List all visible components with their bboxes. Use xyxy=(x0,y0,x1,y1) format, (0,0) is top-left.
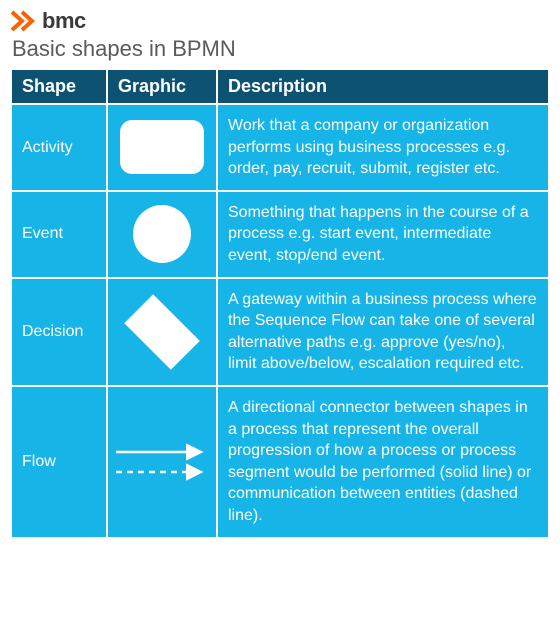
page-title: Basic shapes in BPMN xyxy=(12,36,550,62)
table-header-row: Shape Graphic Description xyxy=(11,69,549,104)
bpmn-shapes-table: Shape Graphic Description Activity Work … xyxy=(10,68,550,539)
shape-description: A gateway within a business process wher… xyxy=(217,278,549,386)
shape-name: Decision xyxy=(11,278,107,386)
col-header-description: Description xyxy=(217,69,549,104)
shape-graphic-flow xyxy=(107,386,217,538)
brand-logo: bmc xyxy=(10,8,550,34)
table-row: Flow A directional connector between sha… xyxy=(11,386,549,538)
shape-graphic-decision xyxy=(107,278,217,386)
diamond-icon xyxy=(124,294,200,370)
table-row: Event Something that happens in the cour… xyxy=(11,191,549,278)
shape-name: Activity xyxy=(11,104,107,191)
shape-graphic-event xyxy=(107,191,217,278)
shape-description: A directional connector between shapes i… xyxy=(217,386,549,538)
circle-icon xyxy=(133,205,191,263)
shape-name: Event xyxy=(11,191,107,278)
arrow-icon xyxy=(114,440,210,484)
bmc-chevron-icon xyxy=(10,9,36,33)
shape-name: Flow xyxy=(11,386,107,538)
table-row: Activity Work that a company or organiza… xyxy=(11,104,549,191)
col-header-shape: Shape xyxy=(11,69,107,104)
brand-name: bmc xyxy=(42,8,86,34)
shape-description: Work that a company or organization perf… xyxy=(217,104,549,191)
rounded-rect-icon xyxy=(120,120,204,174)
shape-graphic-activity xyxy=(107,104,217,191)
table-row: Decision A gateway within a business pro… xyxy=(11,278,549,386)
col-header-graphic: Graphic xyxy=(107,69,217,104)
shape-description: Something that happens in the course of … xyxy=(217,191,549,278)
